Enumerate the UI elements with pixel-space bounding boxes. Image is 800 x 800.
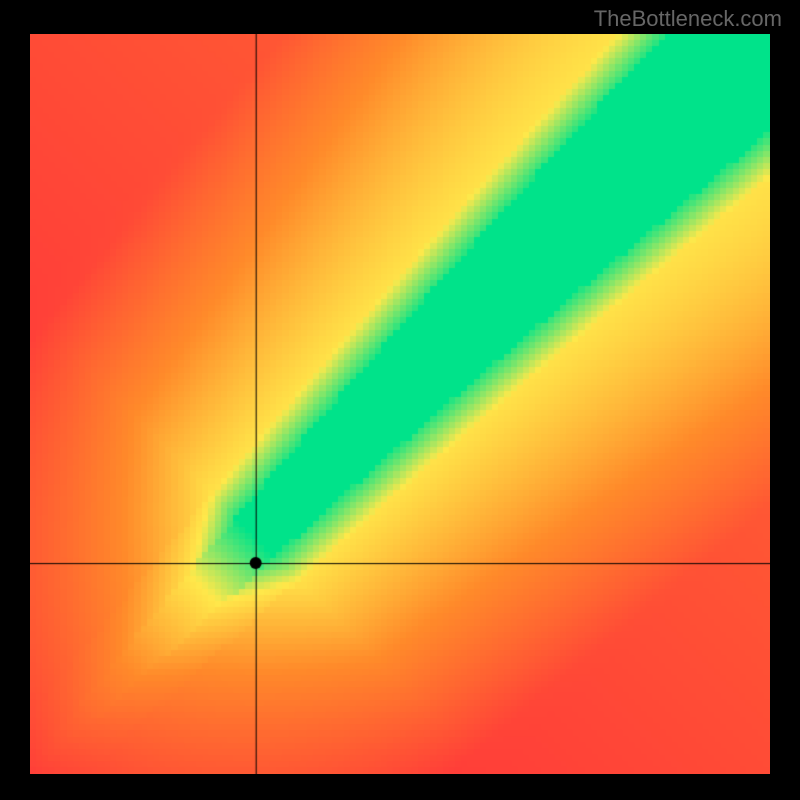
- heatmap-canvas: [30, 34, 770, 774]
- heatmap-plot-area: [30, 34, 770, 774]
- watermark-text: TheBottleneck.com: [594, 6, 782, 32]
- chart-container: TheBottleneck.com: [0, 0, 800, 800]
